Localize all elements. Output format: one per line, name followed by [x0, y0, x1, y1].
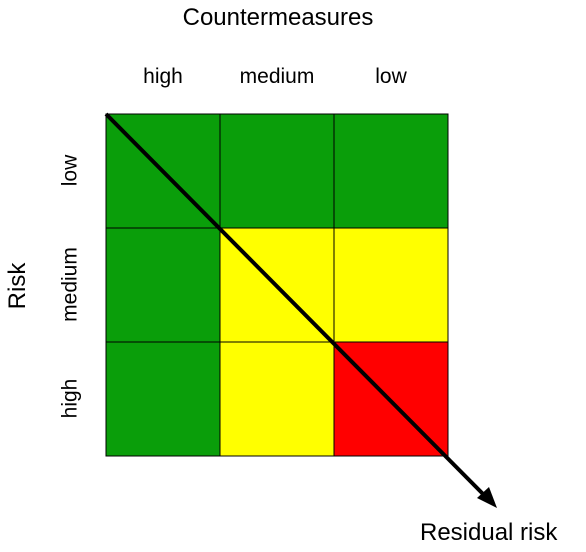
matrix-cells: [105, 113, 449, 457]
cell-low-risk-medium-countermeasures: [219, 113, 335, 229]
cell-high-risk-medium-countermeasures: [219, 341, 335, 457]
chart-title: Countermeasures: [182, 4, 374, 31]
column-label-low: low: [375, 65, 407, 88]
residual-risk-label: Residual risk: [420, 519, 558, 546]
column-label-medium: medium: [239, 65, 315, 88]
cell-low-risk-low-countermeasures: [333, 113, 449, 229]
residual-risk-arrow: [104, 112, 488, 499]
residual-risk-arrowhead: [477, 487, 497, 508]
cell-medium-risk-high-countermeasures: [105, 227, 221, 343]
cell-medium-risk-low-countermeasures: [333, 227, 449, 343]
column-label-high: high: [143, 65, 183, 88]
cell-high-risk-high-countermeasures: [105, 341, 221, 457]
